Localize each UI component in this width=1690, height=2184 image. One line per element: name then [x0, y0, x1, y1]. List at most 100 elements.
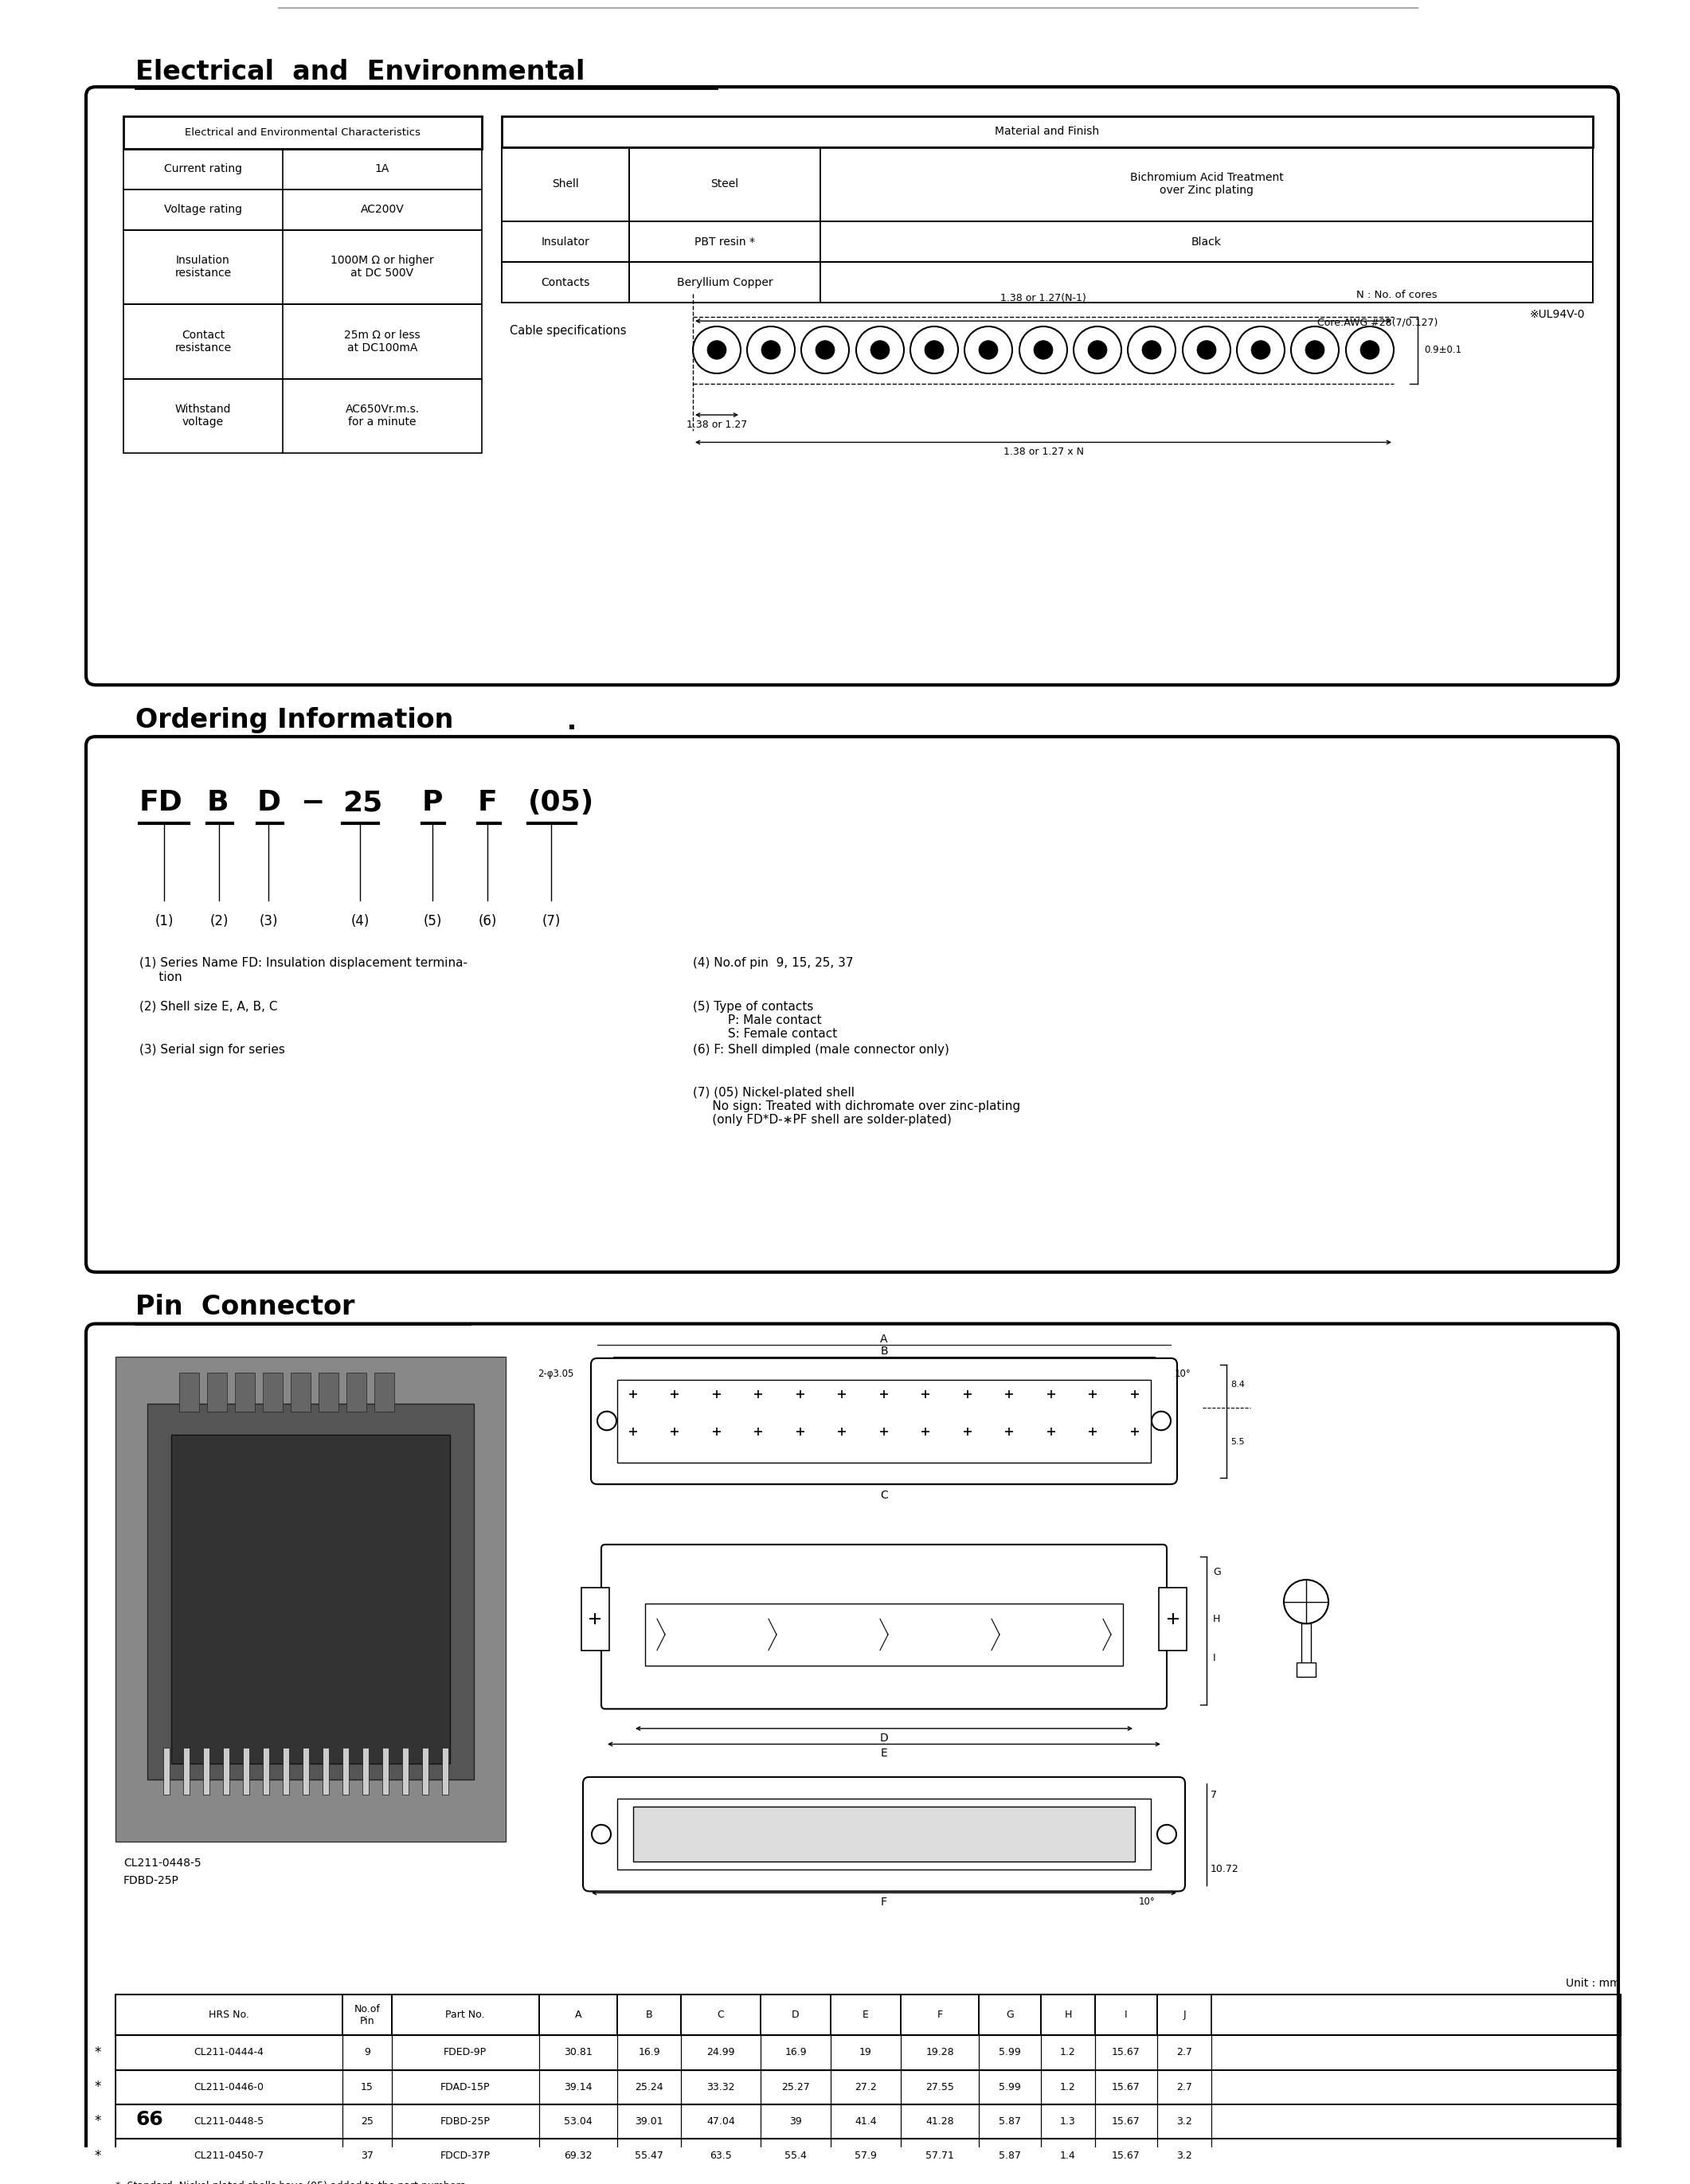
- Text: 30.81: 30.81: [564, 2046, 593, 2057]
- Text: Beryllium Copper: Beryllium Copper: [676, 277, 772, 288]
- FancyBboxPatch shape: [602, 1544, 1166, 1708]
- Bar: [323, 1747, 330, 1795]
- Bar: [147, 1404, 473, 1780]
- Bar: [617, 2103, 681, 2138]
- Text: 66: 66: [135, 2110, 162, 2129]
- Bar: [1095, 2103, 1158, 2138]
- Bar: [392, 2103, 539, 2138]
- FancyBboxPatch shape: [86, 87, 1619, 686]
- Bar: [282, 1747, 289, 1795]
- Text: 0.9±0.1: 0.9±0.1: [1425, 345, 1462, 356]
- Text: Unit : mm: Unit : mm: [1567, 1977, 1621, 1990]
- Bar: [343, 2070, 392, 2103]
- Bar: [820, 146, 1594, 221]
- Text: 33.32: 33.32: [706, 2081, 735, 2092]
- Text: Insulation
resistance: Insulation resistance: [174, 256, 232, 280]
- Bar: [820, 262, 1594, 304]
- Text: 7: 7: [1210, 1791, 1217, 1800]
- Text: Contact
resistance: Contact resistance: [174, 330, 232, 354]
- Text: (4) No.of pin  9, 15, 25, 37: (4) No.of pin 9, 15, 25, 37: [693, 957, 853, 970]
- Text: AC200V: AC200V: [360, 205, 404, 216]
- Text: 39: 39: [789, 2116, 801, 2127]
- Text: FDCD-37P: FDCD-37P: [439, 2151, 490, 2162]
- Text: 9: 9: [363, 2046, 370, 2057]
- Bar: [760, 2035, 831, 2070]
- Bar: [123, 190, 482, 229]
- Circle shape: [706, 341, 727, 360]
- Bar: [343, 1994, 392, 2035]
- Bar: [1041, 1994, 1095, 2035]
- Circle shape: [1197, 341, 1217, 360]
- Bar: [901, 1994, 979, 2035]
- Circle shape: [924, 341, 943, 360]
- Bar: [1095, 2138, 1158, 2173]
- Text: HRS No.: HRS No.: [208, 2009, 248, 2020]
- Circle shape: [762, 341, 781, 360]
- Bar: [1041, 2070, 1095, 2103]
- Bar: [343, 2138, 392, 2173]
- Bar: [123, 378, 482, 454]
- Bar: [382, 1747, 389, 1795]
- FancyBboxPatch shape: [583, 1778, 1185, 1891]
- Bar: [443, 1747, 448, 1795]
- Text: 3.2: 3.2: [1176, 2116, 1191, 2127]
- Text: (3): (3): [259, 915, 277, 928]
- Bar: [392, 2138, 539, 2173]
- Bar: [831, 2035, 901, 2070]
- Text: C: C: [717, 2009, 725, 2020]
- Bar: [629, 146, 820, 221]
- Bar: [539, 1994, 617, 2035]
- Bar: [1095, 2035, 1158, 2070]
- Bar: [343, 2035, 392, 2070]
- Circle shape: [979, 341, 997, 360]
- Text: 25m Ω or less
at DC100mA: 25m Ω or less at DC100mA: [345, 330, 421, 354]
- Bar: [1158, 1994, 1212, 2035]
- Text: 25.24: 25.24: [635, 2081, 662, 2092]
- Text: No.of
Pin: No.of Pin: [355, 2005, 380, 2027]
- Bar: [901, 2070, 979, 2103]
- Bar: [539, 2070, 617, 2103]
- Text: Black: Black: [1191, 236, 1222, 247]
- Text: (3) Serial sign for series: (3) Serial sign for series: [139, 1044, 286, 1055]
- Text: 1.2: 1.2: [1060, 2081, 1077, 2092]
- Text: AC650Vr.m.s.
for a minute: AC650Vr.m.s. for a minute: [345, 404, 419, 428]
- Bar: [1158, 2035, 1212, 2070]
- Text: 1.4: 1.4: [1060, 2151, 1077, 2162]
- Bar: [402, 1747, 409, 1795]
- Text: 25.27: 25.27: [781, 2081, 810, 2092]
- Text: 5.87: 5.87: [999, 2151, 1021, 2162]
- Text: 10°: 10°: [1175, 1369, 1191, 1378]
- Bar: [343, 1747, 348, 1795]
- Bar: [115, 2035, 1621, 2070]
- Text: F: F: [936, 2009, 943, 2020]
- Bar: [502, 221, 629, 262]
- Text: H: H: [1065, 2009, 1071, 2020]
- Bar: [979, 2138, 1041, 2173]
- Bar: [1158, 2103, 1212, 2138]
- Bar: [681, 2070, 760, 2103]
- Text: CL211-0444-4: CL211-0444-4: [194, 2046, 264, 2057]
- Bar: [681, 2138, 760, 2173]
- Bar: [392, 2070, 539, 2103]
- Text: 1.38 or 1.27(N-1): 1.38 or 1.27(N-1): [1000, 293, 1087, 304]
- Text: Current rating: Current rating: [164, 164, 242, 175]
- Text: (2) Shell size E, A, B, C: (2) Shell size E, A, B, C: [139, 1000, 277, 1013]
- Bar: [1301, 1623, 1311, 1671]
- Bar: [502, 146, 1594, 221]
- Text: 16.9: 16.9: [639, 2046, 661, 2057]
- Text: G: G: [1213, 1566, 1220, 1577]
- Circle shape: [1251, 341, 1271, 360]
- Bar: [223, 1747, 230, 1795]
- Text: FDED-9P: FDED-9P: [443, 2046, 487, 2057]
- Bar: [617, 1994, 681, 2035]
- Text: Contacts: Contacts: [541, 277, 590, 288]
- Bar: [115, 2138, 1621, 2173]
- Text: 1.2: 1.2: [1060, 2046, 1077, 2057]
- Text: Material and Finish: Material and Finish: [995, 127, 1100, 138]
- Bar: [115, 2103, 1621, 2138]
- Bar: [1158, 2070, 1212, 2103]
- Bar: [115, 2035, 343, 2070]
- Bar: [373, 1372, 394, 1411]
- Bar: [291, 1372, 311, 1411]
- Text: Insulator: Insulator: [541, 236, 590, 247]
